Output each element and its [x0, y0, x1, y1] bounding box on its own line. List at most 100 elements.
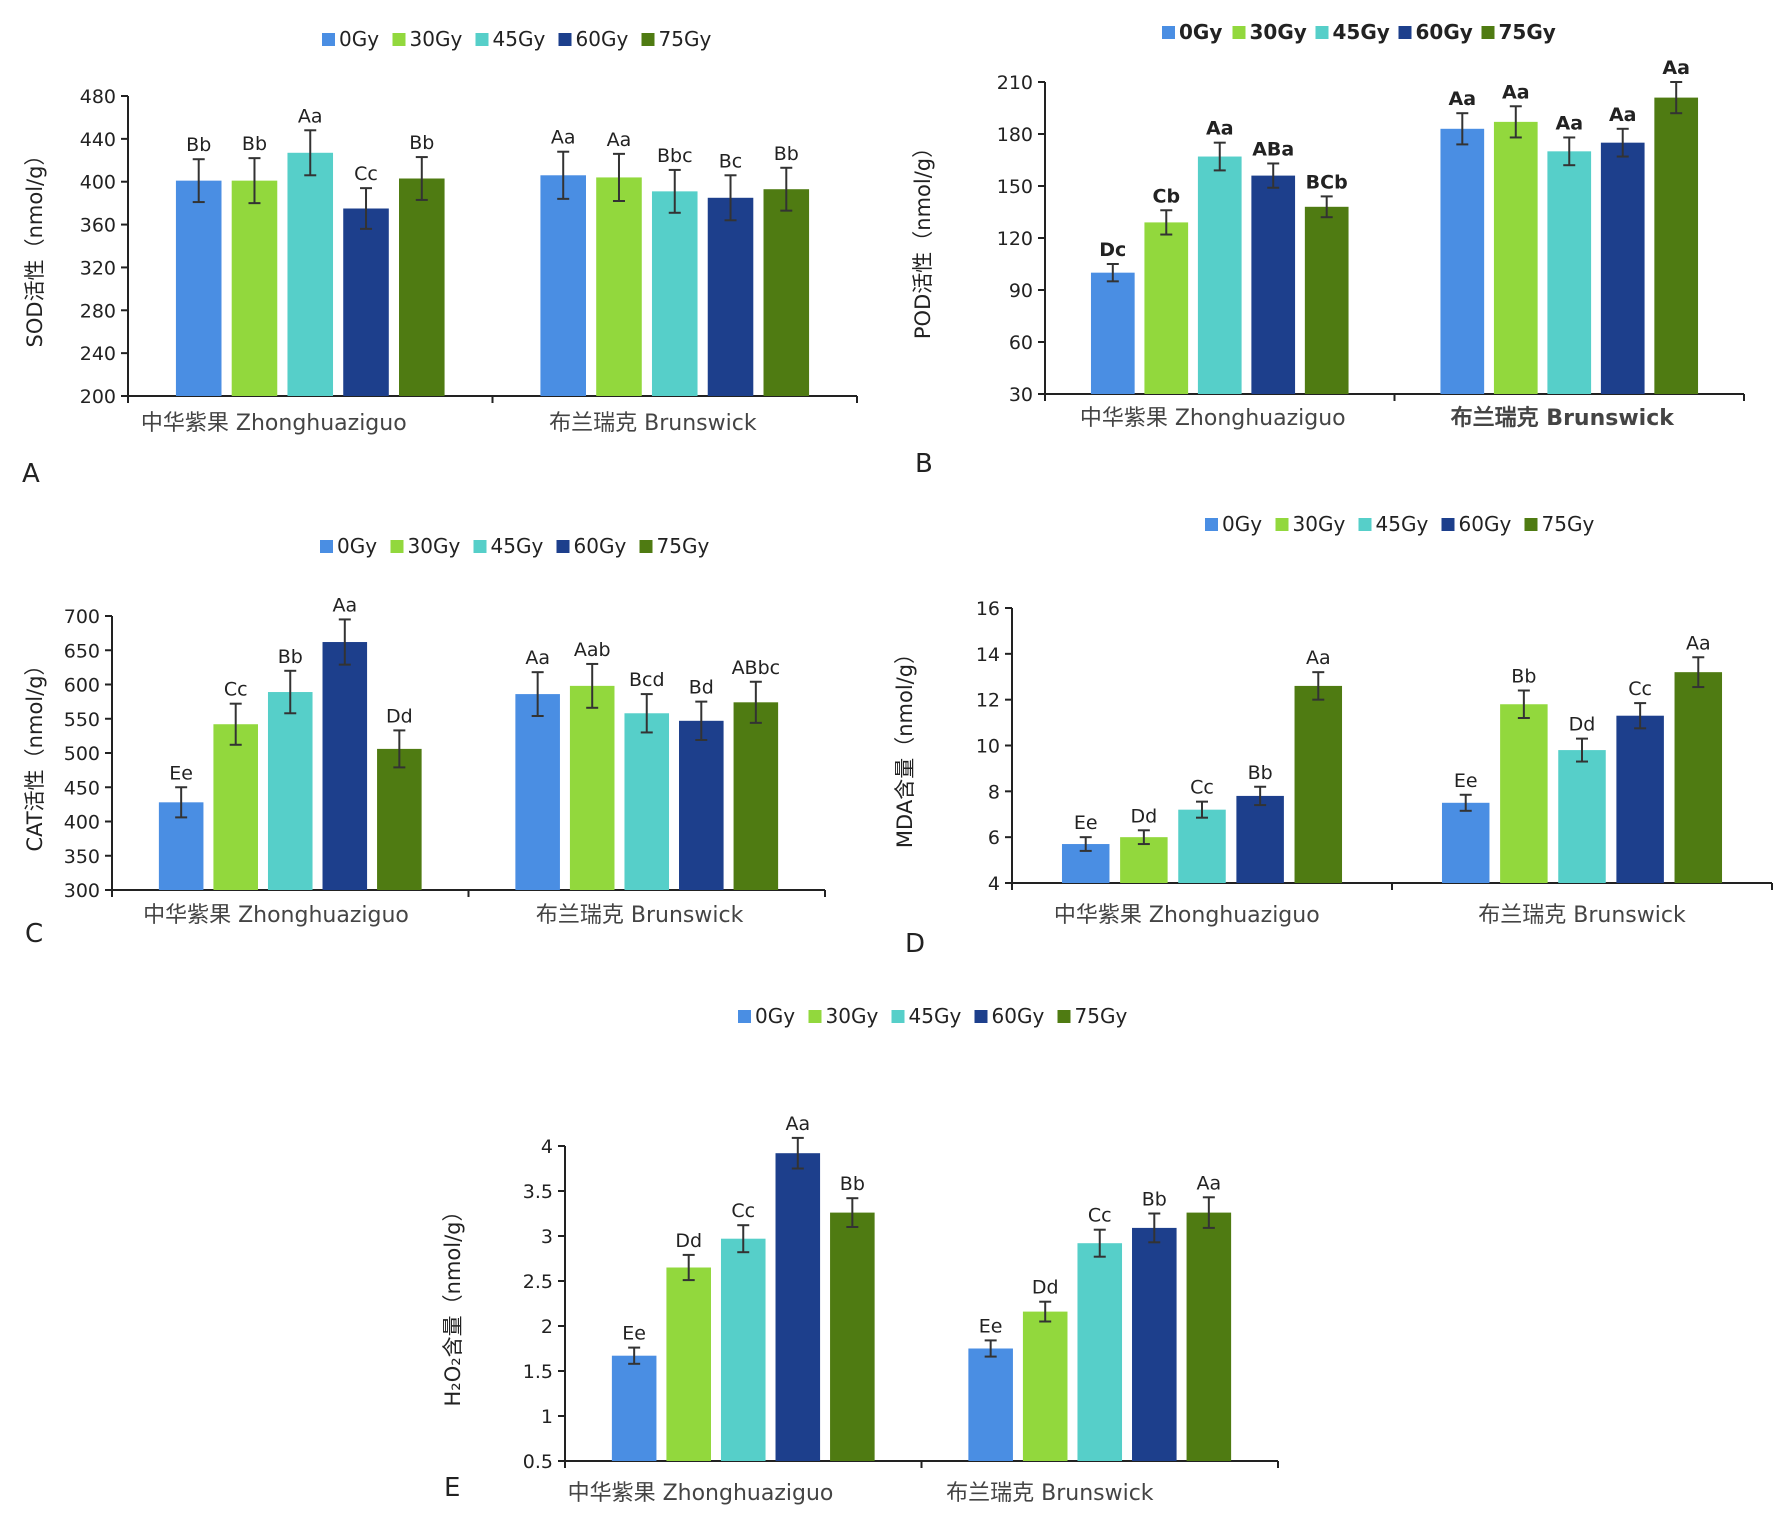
panel-c: 300 350 400 450 500 550 600 650 700 CAT活性（nmol/g）… — [23, 534, 826, 949]
bar — [377, 748, 422, 890]
significance-label: Cc — [731, 1200, 755, 1222]
bar — [1090, 272, 1135, 394]
legend-swatch — [641, 33, 655, 46]
legend-label: 30Gy — [1250, 20, 1307, 44]
y-tick-label: 500 — [64, 743, 100, 765]
legend-label: 30Gy — [826, 1004, 879, 1028]
bar — [733, 702, 779, 890]
bar — [569, 685, 615, 890]
legend-label: 60Gy — [576, 27, 629, 51]
significance-label: Aa — [1662, 57, 1690, 79]
significance-label: Cc — [1190, 777, 1214, 799]
significance-label: Aa — [1306, 647, 1331, 669]
bar — [763, 189, 810, 396]
bar — [624, 713, 670, 890]
legend-swatch — [1398, 26, 1412, 39]
y-tick-label: 2.5 — [523, 1271, 553, 1293]
bar — [1600, 142, 1645, 394]
legend-swatch — [473, 540, 487, 553]
significance-label: Cc — [354, 163, 378, 185]
y-tick-label: 16 — [976, 598, 1000, 620]
bar — [1197, 156, 1242, 394]
panel-letter: B — [915, 449, 933, 479]
y-tick-label: 180 — [997, 124, 1033, 146]
y-tick-label: 600 — [64, 675, 100, 697]
panel-a: 200 240 280 320 360 400 440 480 SOD活性（nmol/g） Bb B… — [22, 27, 858, 489]
bar — [830, 1212, 875, 1461]
significance-label: Dc — [1099, 239, 1126, 261]
significance-label: Bb — [840, 1173, 865, 1195]
significance-label: Dd — [675, 1230, 702, 1252]
legend-label: 45Gy — [491, 534, 544, 558]
bar — [1178, 809, 1226, 883]
significance-label: Aa — [1206, 118, 1234, 140]
legend-swatch — [1481, 26, 1495, 39]
bar — [1144, 222, 1189, 394]
significance-label: ABbc — [732, 657, 781, 679]
bar — [1440, 128, 1485, 395]
legend-swatch — [320, 540, 333, 553]
significance-label: Bbc — [657, 145, 693, 167]
legend-swatch — [1358, 518, 1372, 531]
significance-label: Bc — [719, 150, 742, 172]
y-tick-label: 550 — [64, 709, 100, 731]
bar — [1077, 1243, 1123, 1461]
y-tick-label: 60 — [1009, 332, 1033, 354]
y-tick-label: 200 — [80, 386, 116, 408]
legend-swatch — [558, 33, 572, 46]
bar — [1500, 704, 1548, 883]
y-tick-label: 240 — [80, 343, 116, 365]
y-tick-label: 12 — [976, 690, 1000, 712]
panel-d: 4 6 8 10 12 14 16 MDA含量（nmol/g） Ee Dd Cc Bb Aa 中华紫果 Z… — [893, 512, 1773, 959]
y-tick-label: 10 — [976, 736, 1000, 758]
significance-label: Aa — [1449, 88, 1477, 110]
bar — [1654, 97, 1699, 394]
y-tick-label: 350 — [64, 846, 100, 868]
bar — [651, 191, 698, 396]
legend-swatch — [322, 33, 335, 46]
bar — [267, 692, 313, 890]
bar — [1022, 1311, 1068, 1461]
x-group-label: 中华紫果 Zhonghuaziguo — [1054, 903, 1320, 928]
legend-swatch — [1057, 1010, 1071, 1023]
legend-swatch — [639, 540, 653, 553]
legend-swatch — [1441, 518, 1455, 531]
significance-label: Bcd — [629, 669, 665, 691]
y-tick-label: 440 — [80, 129, 116, 151]
legend-label: 75Gy — [1499, 20, 1556, 44]
legend-label: 0Gy — [755, 1004, 795, 1028]
x-group-label: 中华紫果 Zhonghuaziguo — [568, 1481, 834, 1506]
y-tick-label: 30 — [1009, 384, 1033, 406]
y-tick-label: 8 — [988, 781, 1000, 803]
x-group-label: 布兰瑞克 Brunswick — [1451, 405, 1676, 431]
y-tick-label: 14 — [976, 644, 1000, 666]
bar — [707, 197, 754, 396]
y-tick-label: 120 — [997, 228, 1033, 250]
bar — [596, 177, 642, 396]
y-tick-label: 0.5 — [523, 1451, 553, 1473]
y-tick-label: 700 — [64, 606, 100, 628]
legend-swatch — [556, 540, 570, 553]
significance-label: Cc — [1088, 1205, 1112, 1227]
bar — [720, 1238, 766, 1461]
x-group-label: 布兰瑞克 Brunswick — [1478, 903, 1686, 928]
significance-label: Dd — [1131, 805, 1158, 827]
x-group-label: 中华紫果 Zhonghuaziguo — [141, 411, 407, 436]
significance-label: BCb — [1306, 171, 1348, 193]
significance-label: Bb — [186, 134, 211, 156]
significance-label: Bb — [409, 132, 434, 154]
bar — [540, 175, 586, 396]
y-tick-label: 2 — [541, 1316, 553, 1338]
legend-label: 0Gy — [337, 534, 377, 558]
significance-label: Aa — [332, 594, 357, 616]
legend-swatch — [974, 1010, 988, 1023]
legend-label: 45Gy — [493, 27, 546, 51]
bar — [1304, 206, 1349, 394]
legend-label: 60Gy — [992, 1004, 1045, 1028]
legend-swatch — [891, 1010, 905, 1023]
bar — [611, 1355, 657, 1461]
y-tick-label: 300 — [64, 880, 100, 902]
bar — [1294, 685, 1343, 883]
panel-b: 30 60 90 120 150 180 210 POD活性（nmol/g） Dc Cb Aa ABa… — [911, 20, 1745, 479]
significance-label: Ee — [622, 1323, 646, 1345]
